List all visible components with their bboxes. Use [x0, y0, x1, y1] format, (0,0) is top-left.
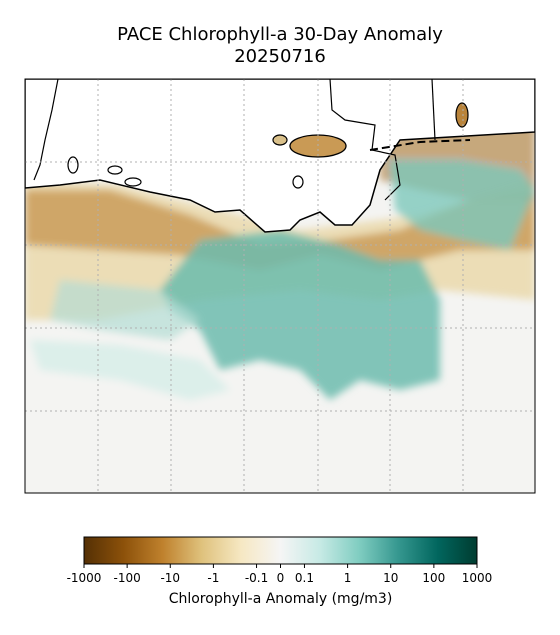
colorbar-tick-label: -1: [207, 571, 219, 585]
colorbar-tick-label: 0.1: [295, 571, 314, 585]
colorbar-tick-label: 1000: [462, 571, 493, 585]
colorbar-tick-label: 0: [277, 571, 285, 585]
colorbar-tick-label: -100: [114, 571, 141, 585]
map: [25, 79, 535, 493]
colorbar-tick-label: -1000: [67, 571, 102, 585]
graticule: [25, 79, 535, 493]
subtitle: 20250716: [234, 46, 326, 67]
colorbar-tick-label: 10: [383, 571, 398, 585]
colorbar-tick-label: 100: [422, 571, 445, 585]
map-frame: [24, 78, 536, 494]
colorbar-tick-label: -0.1: [245, 571, 268, 585]
colorbar-tick-label: -10: [160, 571, 180, 585]
title: PACE Chlorophyll-a 30-Day Anomaly: [117, 24, 443, 45]
colorbar: -1000 -100 -10 -1 -0.1 0 0.1 1 10 100 1000: [67, 536, 493, 585]
colorbar-ramp: [83, 536, 478, 565]
colorbar-label: Chlorophyll-a Anomaly (mg/m3): [169, 591, 393, 607]
colorbar-tick-label: 1: [344, 571, 352, 585]
